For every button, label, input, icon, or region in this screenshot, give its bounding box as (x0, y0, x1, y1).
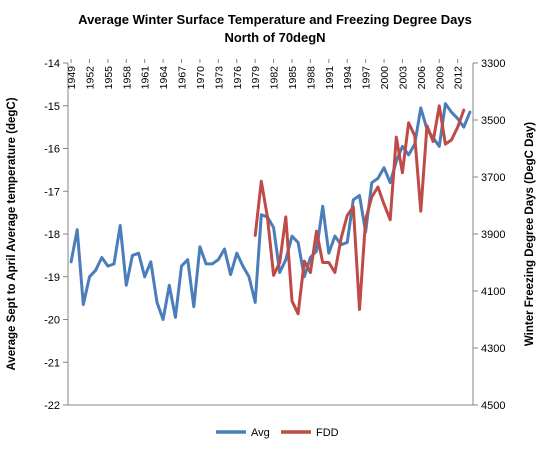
series-lines (69, 102, 472, 321)
x-tick-label: 2003 (397, 66, 409, 90)
x-tick-label: 1955 (103, 66, 115, 90)
series-line-fdd (253, 104, 466, 316)
left-tick-label: -20 (44, 315, 60, 327)
x-tick-label: 1952 (84, 66, 96, 90)
x-tick-label: 1967 (177, 66, 189, 90)
left-tick-label: -14 (44, 58, 60, 70)
x-tick-label: 1949 (66, 66, 78, 90)
left-tick-label: -22 (44, 400, 60, 412)
x-tick-label: 2009 (434, 66, 446, 90)
legend-label-fdd: FDD (316, 427, 339, 439)
left-tick-label: -19 (44, 272, 60, 284)
right-tick-label: 3500 (481, 115, 505, 127)
left-tick-label: -16 (44, 144, 60, 156)
x-tick-label: 1997 (361, 66, 373, 90)
x-axis-ticks: 1949 1952 1955 1958 1961 1964 1967 1970 1973 1976… (66, 59, 465, 89)
left-axis-ticks: -14 -15 -16 -17 -18 -19 -20 -21 -22 (44, 58, 68, 412)
x-tick-label: 2012 (453, 66, 465, 90)
x-tick-label: 1979 (250, 66, 262, 90)
right-tick-label: 3300 (481, 58, 505, 70)
x-tick-label: 1958 (121, 66, 133, 90)
left-tick-label: -17 (44, 186, 60, 198)
x-tick-label: 1991 (324, 66, 336, 90)
legend: Avg FDD (216, 427, 339, 439)
right-axis-ticks: 3300 3500 3700 3900 4100 4300 4500 (473, 58, 505, 412)
chart-subtitle: North of 70degN (224, 30, 325, 45)
x-tick-label: 1976 (232, 66, 244, 90)
right-tick-label: 3900 (481, 229, 505, 241)
chart-title: Average Winter Surface Temperature and F… (78, 12, 472, 27)
x-tick-label: 1961 (140, 66, 152, 90)
x-tick-label: 1973 (213, 66, 225, 90)
y-axis-label-right: Winter Freezing Degree Days (DegC Day) (524, 122, 536, 346)
right-tick-label: 4300 (481, 343, 505, 355)
y-axis-label-left: Average Sept to April Average temperatur… (6, 97, 18, 370)
x-tick-label: 2000 (379, 66, 391, 90)
left-tick-label: -18 (44, 229, 60, 241)
x-tick-label: 1970 (195, 66, 207, 90)
x-tick-label: 1982 (269, 66, 281, 90)
left-tick-label: -15 (44, 101, 60, 113)
x-tick-label: 1994 (342, 66, 354, 90)
x-tick-label: 1988 (305, 66, 317, 90)
right-tick-label: 3700 (481, 172, 505, 184)
left-tick-label: -21 (44, 357, 60, 369)
series-line-avg (69, 102, 472, 321)
legend-label-avg: Avg (251, 427, 270, 439)
right-tick-label: 4500 (481, 400, 505, 412)
x-tick-label: 1964 (158, 66, 170, 90)
right-tick-label: 4100 (481, 286, 505, 298)
x-tick-label: 1985 (287, 66, 299, 90)
x-tick-label: 2006 (416, 66, 428, 90)
